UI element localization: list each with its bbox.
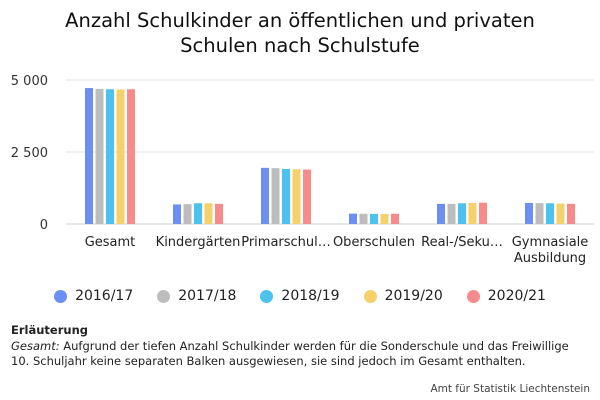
legend-label: 2017/18 [178,288,237,304]
bar [85,88,93,225]
bar [116,89,125,224]
y-tick-label: 0 [40,218,48,233]
legend-swatch [363,289,377,303]
chart-title-line-1: Anzahl Schulkinder an öffentlichen und p… [65,9,535,32]
legend-item[interactable]: 2019/20 [363,288,443,304]
explanation-note: Erläuterung Gesamt: Aufgrund der tiefen … [11,323,596,370]
x-tick-label: Kindergärten [156,235,241,250]
x-tick-label: Oberschulen [333,235,415,250]
legend-item[interactable]: 2018/19 [260,288,340,304]
bar [194,203,202,224]
bar [567,203,575,224]
x-tick-label: Primarschul… [241,235,331,250]
legend-swatch [157,289,171,303]
legend-item[interactable]: 2016/17 [54,288,133,304]
note-heading: Erläuterung [11,323,88,337]
chart-title: Anzahl Schulkinder an öffentlichen und p… [20,8,580,58]
y-tick-label: 5 000 [11,74,48,89]
legend-item[interactable]: 2017/18 [157,288,236,304]
x-tick-label: Gymnasiale Ausbildung [512,235,589,266]
bar [380,213,389,224]
bar [349,213,357,224]
legend-item[interactable]: 2020/21 [466,288,546,304]
bar [391,213,399,224]
bar [215,203,223,224]
bar [468,202,477,224]
x-tick-label: Gesamt [85,235,136,250]
legend-label: 2019/20 [384,288,443,304]
bar [127,89,135,224]
bar [204,203,213,224]
chart-title-line-2: Schulen nach Schulstufe [180,34,420,57]
bar [479,202,487,224]
chart-legend: 2016/17 2017/18 2018/19 2019/20 2020/21 [0,288,600,304]
bar [370,213,378,224]
bar [261,167,269,224]
legend-swatch [54,289,68,303]
legend-label: 2018/19 [281,288,340,304]
bar [525,202,533,224]
bar [458,203,466,224]
legend-label: 2020/21 [487,288,546,304]
x-tick-label: Real-/Seku… [421,235,503,250]
source-credit: Amt für Statistik Liechtenstein [430,383,590,395]
legend-swatch [260,289,274,303]
bar [282,168,290,224]
legend-label: 2016/17 [75,288,134,304]
note-text-1: Aufgrund der tiefen Anzahl Schulkinder w… [59,338,569,353]
note-lead: Gesamt: [11,338,60,353]
bar [546,203,554,224]
bar [437,203,445,224]
bar [271,168,280,224]
bar [292,169,301,224]
legend-swatch [466,289,480,303]
bar [106,89,114,224]
note-line-1: Gesamt: Aufgrund der tiefen Anzahl Schul… [11,339,596,355]
bar [359,213,368,224]
bar [95,88,104,224]
bar-chart: 0 2 500 5 000 Gesamt Kindergärten Primarschul… [11,74,594,266]
bar [173,204,181,224]
bar [183,204,192,224]
bar [535,203,544,224]
bar [303,169,311,224]
y-tick-label: 2 500 [11,146,48,161]
bar [556,203,565,224]
bar [447,203,456,224]
note-line-2: 10. Schuljahr keine separaten Balken aus… [11,354,526,368]
